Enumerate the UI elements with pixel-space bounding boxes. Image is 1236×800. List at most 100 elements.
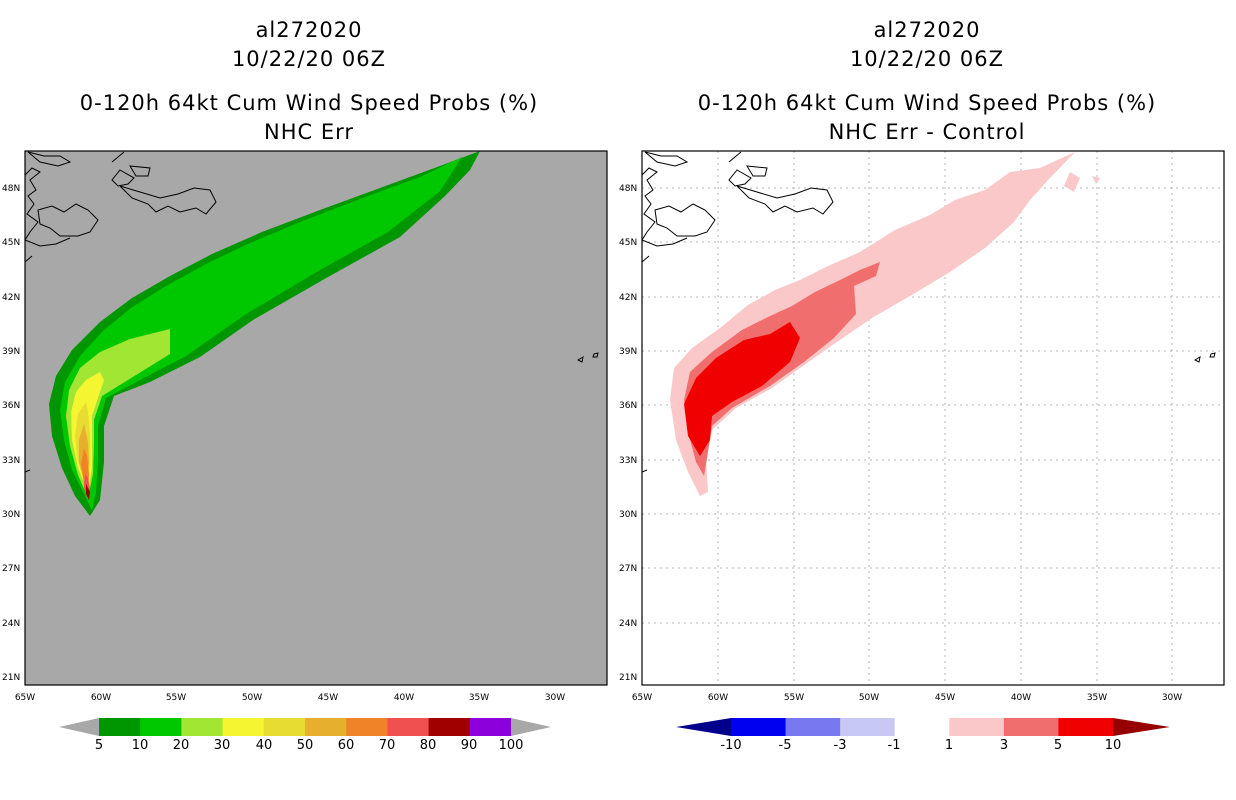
right-lon-50w: 50W <box>859 693 879 703</box>
right-lat-30n: 30N <box>619 510 637 520</box>
left-cb-label-80: 80 <box>420 738 437 753</box>
right-contour-plus1 <box>670 152 1075 496</box>
right-contour-plus1-islet-a <box>1064 172 1080 192</box>
right-cb-label-m3: -3 <box>834 738 847 753</box>
right-colorbar-box-1 <box>731 718 787 736</box>
right-cb-label-m1: -1 <box>888 738 901 753</box>
left-lat-21n: 21N <box>2 673 20 683</box>
right-cb-label-5: 5 <box>1054 738 1062 753</box>
left-coastline <box>25 151 599 473</box>
right-colorbar-box-2 <box>785 718 841 736</box>
right-coastline <box>642 151 1216 473</box>
right-map-panel: 48N 45N 42N 39N 36N 33N 30N 27N 24N 21N … <box>619 150 1225 703</box>
right-cb-label-m10: -10 <box>720 738 741 753</box>
right-title-block: al272020 10/22/20 06Z 0-120h 64kt Cum Wi… <box>618 16 1236 147</box>
right-colorbar-box-5 <box>949 718 1005 736</box>
right-lon-45w: 45W <box>935 693 955 703</box>
left-cb-label-10: 10 <box>132 738 149 753</box>
right-colorbar: -10 -5 -3 -1 1 3 5 10 <box>676 718 1170 753</box>
left-colorbar-box-4 <box>263 718 306 736</box>
left-map-frame <box>24 150 608 686</box>
left-lat-42n: 42N <box>2 293 20 303</box>
left-contour-5pct <box>49 151 480 516</box>
left-lat-45n: 45N <box>2 238 20 248</box>
left-colorbar-box-5 <box>305 718 347 736</box>
left-lat-30n: 30N <box>2 510 20 520</box>
left-colorbar-box-8 <box>428 718 471 736</box>
left-colorbar-box-9 <box>469 718 512 736</box>
left-lon-55w: 55W <box>166 693 186 703</box>
left-colorbar-box-0 <box>99 718 141 736</box>
left-colorbar-labels: 5 10 20 30 40 50 60 70 80 90 100 <box>95 738 524 753</box>
left-colorbar-box-7 <box>387 718 430 736</box>
right-storm-id: al272020 <box>873 18 981 42</box>
left-product-title: 0-120h 64kt Cum Wind Speed Probs (%) <box>79 91 539 115</box>
left-colorbar-over-arrow <box>511 718 551 736</box>
right-lat-27n: 27N <box>619 564 637 574</box>
left-lon-60w: 60W <box>91 693 111 703</box>
right-cb-label-10: 10 <box>1105 738 1122 753</box>
right-lon-40w: 40W <box>1011 693 1031 703</box>
left-lat-24n: 24N <box>2 619 20 629</box>
right-subtitle: NHC Err - Control <box>828 120 1026 144</box>
right-contour-plus1-islet-b <box>1092 176 1100 184</box>
left-cb-label-40: 40 <box>256 738 273 753</box>
left-colorbar-box-1 <box>140 718 182 736</box>
right-lat-33n: 33N <box>619 456 637 466</box>
left-map-panel: 48N 45N 42N 39N 36N 33N 30N 27N 24N 21N … <box>2 150 608 703</box>
left-colorbar-box-6 <box>346 718 388 736</box>
right-lat-39n: 39N <box>619 347 637 357</box>
right-colorbar-over-arrow <box>1113 718 1170 736</box>
left-cb-label-70: 70 <box>379 738 396 753</box>
left-cb-label-50: 50 <box>297 738 314 753</box>
left-lon-45w: 45W <box>318 693 338 703</box>
left-lon-ticks: 65W 60W 55W 50W 45W 40W 35W 30W <box>15 693 565 703</box>
right-contour-plus5 <box>684 322 800 456</box>
right-lat-48n: 48N <box>619 184 637 194</box>
left-cb-label-30: 30 <box>214 738 231 753</box>
left-cb-label-60: 60 <box>338 738 355 753</box>
left-colorbar-boxes <box>99 718 512 736</box>
right-map-frame <box>641 150 1225 686</box>
left-cb-label-20: 20 <box>173 738 190 753</box>
left-title-block: al272020 10/22/20 06Z 0-120h 64kt Cum Wi… <box>0 16 618 147</box>
right-colorbar-under-arrow <box>676 718 731 736</box>
right-lon-35w: 35W <box>1087 693 1107 703</box>
right-lon-30w: 30W <box>1162 693 1182 703</box>
left-lon-30w: 30W <box>545 693 565 703</box>
right-lat-42n: 42N <box>619 293 637 303</box>
left-storm-id: al272020 <box>255 18 363 42</box>
right-colorbar-labels: -10 -5 -3 -1 1 3 5 10 <box>720 738 1121 753</box>
left-contour-80pct <box>86 484 90 500</box>
right-lat-45n: 45N <box>619 238 637 248</box>
right-lon-ticks: 65W 60W 55W 50W 45W 40W 35W 30W <box>632 693 1182 703</box>
right-colorbar-box-6 <box>1003 718 1059 736</box>
right-lon-65w: 65W <box>632 693 652 703</box>
left-lon-40w: 40W <box>394 693 414 703</box>
right-lat-ticks: 48N 45N 42N 39N 36N 33N 30N 27N 24N 21N <box>619 184 637 683</box>
right-lat-36n: 36N <box>619 401 637 411</box>
left-colorbar-box-2 <box>181 718 224 736</box>
left-lat-36n: 36N <box>2 401 20 411</box>
left-lon-35w: 35W <box>469 693 489 703</box>
left-datetime: 10/22/20 06Z <box>231 47 387 71</box>
left-colorbar: 5 10 20 30 40 50 60 70 80 90 100 <box>59 718 551 753</box>
left-lon-50w: 50W <box>242 693 262 703</box>
left-colorbar-box-3 <box>222 718 265 736</box>
right-contour-plus3 <box>684 262 880 476</box>
left-lon-65w: 65W <box>15 693 35 703</box>
left-lat-33n: 33N <box>2 456 20 466</box>
right-cb-label-1: 1 <box>945 738 953 753</box>
left-cb-label-5: 5 <box>95 738 103 753</box>
right-colorbar-box-4 <box>894 718 950 736</box>
right-contour-plus1-islet-c <box>905 288 912 296</box>
left-contour-10pct <box>60 157 462 510</box>
left-lat-48n: 48N <box>2 184 20 194</box>
left-colorbar-under-arrow <box>59 718 99 736</box>
right-cb-label-3: 3 <box>1000 738 1008 753</box>
left-cb-label-100: 100 <box>499 738 524 753</box>
right-colorbar-box-3 <box>840 718 896 736</box>
right-colorbar-boxes <box>676 718 1170 736</box>
left-cb-label-90: 90 <box>461 738 478 753</box>
